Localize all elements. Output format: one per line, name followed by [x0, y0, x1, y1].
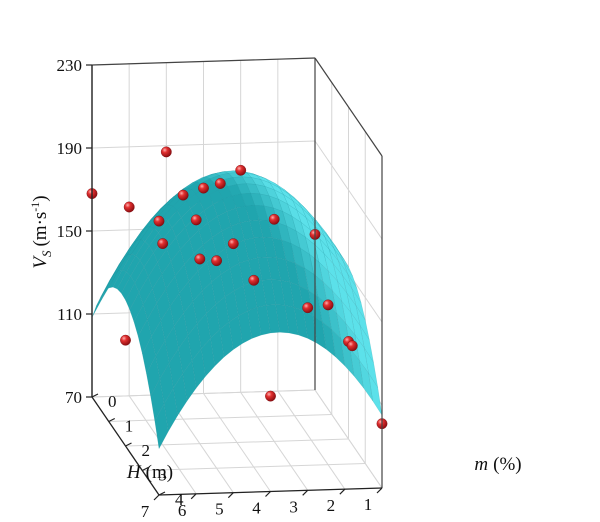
vs-tick-label: 150 — [57, 222, 83, 241]
z-axis-subscript: S — [39, 250, 54, 257]
data-point — [302, 302, 314, 314]
h-tick-label: 2 — [327, 496, 336, 515]
h-tick-label: 3 — [289, 497, 298, 516]
data-point — [214, 178, 226, 189]
data-point — [248, 274, 260, 286]
grid-line-floor-m — [108, 414, 332, 422]
svg-text:H(m): H (m) — [126, 462, 173, 483]
m-tick — [125, 442, 132, 447]
z-axis-unit-exp: -1 — [28, 202, 42, 212]
vs-tick-label: 230 — [57, 56, 83, 75]
fitted-surface — [91, 170, 383, 450]
h-tick — [265, 491, 271, 497]
svg-text:m(%): m (%) — [474, 454, 521, 475]
h-tick-label: 7 — [141, 502, 150, 521]
m-tick-label: 3 — [158, 466, 167, 485]
data-point — [157, 238, 169, 250]
data-point — [190, 214, 202, 226]
grid-line-floor-m — [142, 463, 366, 471]
svg-text:VS(m·s-1): VS (m·s-1) — [28, 195, 54, 268]
m-tick-label: 4 — [175, 490, 184, 509]
z-axis-unit: (m·s — [30, 212, 51, 247]
h-tick — [153, 494, 160, 501]
vs-tick-label: 190 — [57, 139, 83, 158]
data-point — [198, 182, 209, 194]
z-axis-unit-close: ) — [30, 195, 51, 201]
h-tick-label: 4 — [252, 499, 261, 518]
data-point — [153, 215, 165, 227]
data-points — [86, 146, 388, 430]
data-point — [123, 201, 135, 213]
m-tick-label: 0 — [108, 392, 117, 411]
y-axis-title: m (%) — [474, 454, 521, 475]
x-axis-unit: (m) — [146, 462, 173, 483]
data-point — [235, 164, 247, 176]
h-tick-label: 1 — [364, 495, 373, 514]
h-tick-label: 6 — [178, 501, 187, 520]
frame-edge — [91, 57, 316, 66]
data-point — [322, 299, 334, 311]
h-tick — [339, 488, 346, 495]
m-tick — [141, 466, 149, 472]
m-tick-label: 2 — [142, 441, 151, 460]
data-point — [120, 334, 131, 346]
data-point — [227, 238, 239, 250]
h-tick — [302, 489, 309, 496]
frame-edge — [314, 57, 383, 157]
y-axis-unit: (%) — [493, 454, 521, 475]
x-axis-label: H — [126, 462, 142, 483]
grid-line-floor-m — [125, 438, 349, 447]
y-axis-label: m — [474, 454, 488, 475]
data-point — [160, 146, 172, 158]
h-tick — [376, 487, 383, 494]
vs-tick-label: 70 — [65, 388, 82, 407]
data-point — [211, 255, 223, 267]
m-tick — [158, 491, 166, 496]
h-tick — [227, 492, 234, 499]
m-tick — [91, 393, 99, 398]
x-axis-title: H (m) — [126, 462, 173, 483]
data-point — [265, 390, 276, 402]
z-axis-label: V — [30, 255, 51, 269]
vs-tick-label: 110 — [57, 305, 82, 324]
data-point — [194, 253, 206, 265]
data-point — [268, 213, 280, 225]
h-tick — [190, 493, 197, 500]
z-axis-title: VS (m·s-1) — [28, 195, 54, 268]
m-tick — [108, 417, 116, 423]
m-tick-label: 1 — [125, 417, 134, 436]
data-point — [177, 189, 189, 201]
h-tick-label: 5 — [215, 500, 224, 519]
data-point — [346, 340, 358, 352]
grid-line-wall-v — [91, 57, 383, 157]
surface-patch — [154, 403, 169, 450]
